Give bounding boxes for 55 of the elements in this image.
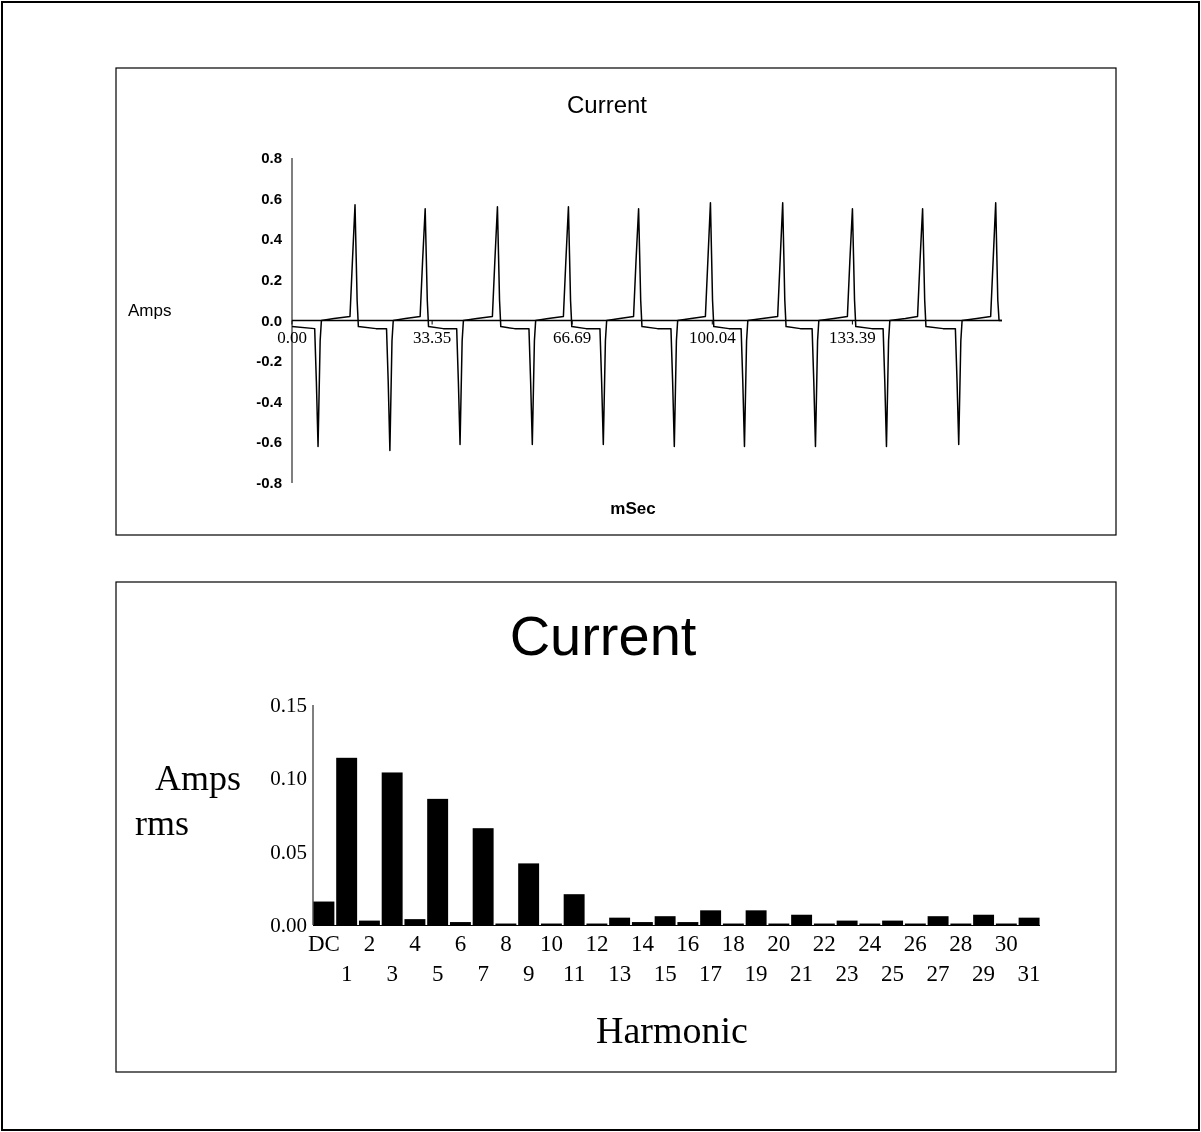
y-axis-title: Amps rms — [135, 758, 242, 843]
y-tick-label: 0.05 — [270, 839, 307, 864]
x-tick-label: 26 — [903, 931, 927, 956]
chart-title: Current — [509, 604, 697, 667]
x-tick-label: 5 — [431, 961, 444, 986]
x-tick-label: 133.39 — [829, 327, 876, 347]
y-tick-label: 0.6 — [261, 189, 282, 207]
x-tick-label: 31 — [1017, 961, 1041, 986]
x-tick-label: 12 — [585, 931, 609, 956]
x-tick-label: 17 — [699, 961, 723, 986]
y-tick-label: -0.4 — [256, 392, 283, 410]
x-tick-label: 29 — [972, 961, 996, 986]
x-tick-label: 24 — [858, 931, 882, 956]
x-tick-label: 13 — [608, 961, 632, 986]
chart-title: Current — [566, 91, 648, 118]
y-tick-label: -0.6 — [256, 433, 282, 451]
y-tick-label: 0.8 — [261, 149, 282, 166]
x-axis-title: Harmonic — [596, 1009, 748, 1051]
x-tick-label: 20 — [767, 931, 791, 956]
y-tick-label: 0.0 — [261, 311, 282, 329]
x-tick-label: 15 — [653, 961, 677, 986]
y-tick-label: 0.10 — [270, 766, 307, 791]
x-tick-label: 10 — [539, 931, 563, 956]
y-tick-label: 0.00 — [270, 913, 307, 937]
x-tick-label: 21 — [790, 961, 814, 986]
x-axis-title: mSec — [610, 499, 656, 518]
x-tick-label: 25 — [881, 961, 905, 986]
y-tick-label: 0.15 — [270, 693, 307, 717]
x-tick-label: 19 — [744, 961, 768, 986]
y-axis-title: Amps — [128, 301, 172, 320]
x-tick-label: DC — [307, 931, 340, 956]
x-tick-label: 2 — [363, 931, 376, 956]
x-tick-label: 23 — [835, 961, 859, 986]
x-tick-label: 1 — [340, 961, 353, 986]
x-tick-label: 6 — [454, 931, 467, 956]
x-tick-label: 30 — [994, 931, 1018, 956]
x-tick-label: 33.35 — [412, 327, 452, 347]
x-tick-label: 9 — [522, 961, 535, 986]
x-tick-label: 27 — [926, 961, 950, 986]
x-tick-label: 7 — [477, 961, 489, 986]
x-tick-label: 8 — [500, 931, 512, 956]
x-tick-label: 4 — [409, 931, 422, 956]
y-tick-label: 0.2 — [261, 270, 282, 288]
x-tick-label: 16 — [676, 931, 700, 956]
x-tick-label: 11 — [563, 961, 586, 986]
x-tick-label: 3 — [386, 961, 398, 986]
x-tick-label: 100.04 — [688, 327, 737, 347]
x-tick-label: 22 — [812, 931, 836, 956]
x-tick-label: 18 — [721, 931, 745, 956]
y-tick-label: -0.2 — [256, 352, 282, 370]
y-tick-label: 0.4 — [261, 230, 283, 248]
y-tick-label: -0.8 — [256, 474, 282, 491]
x-tick-label: 28 — [949, 931, 973, 956]
x-tick-label: 66.69 — [553, 327, 592, 347]
x-tick-label: 14 — [630, 931, 655, 956]
